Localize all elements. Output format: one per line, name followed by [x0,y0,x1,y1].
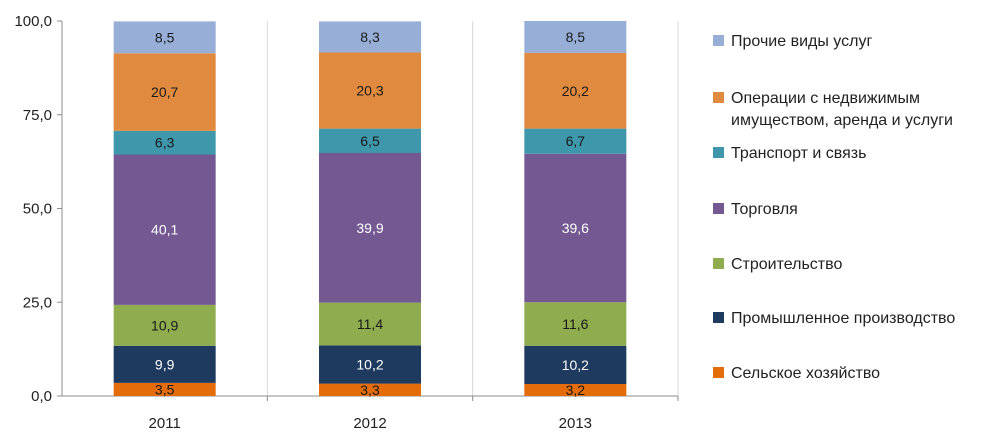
bar-segment [319,52,421,129]
legend-swatch [713,312,724,323]
legend-label-line: имуществом, аренда и услуги [731,112,953,129]
data-label: 10,2 [356,357,383,373]
y-tick-label: 25,0 [23,294,52,311]
data-label: 20,3 [356,83,383,99]
data-label: 39,9 [356,220,383,236]
data-label: 6,7 [566,133,586,149]
data-label: 8,5 [566,29,586,45]
bar-segment [319,383,421,396]
legend-label: Прочие виды услуг [731,33,872,50]
bar-segment [319,302,421,346]
bar-segment [319,128,421,153]
data-label: 10,2 [562,357,589,373]
data-label: 20,7 [151,84,178,100]
data-label: 11,4 [357,316,383,332]
data-label: 6,3 [155,135,175,151]
x-tick-label: 2011 [149,415,181,432]
bar-segment [113,345,216,383]
x-tick-label: 2013 [559,415,592,432]
bar-segment [524,153,627,303]
bar-segment [319,153,421,303]
data-label: 40,1 [151,222,178,238]
data-label: 20,2 [562,83,589,99]
data-label: 8,3 [360,29,380,45]
bar-segment [113,21,216,54]
data-label: 6,5 [360,133,380,149]
legend-label: Строительство [731,256,842,273]
legend-swatch [713,258,724,269]
bar-segment [113,154,216,305]
y-tick-label: 50,0 [23,201,52,218]
x-tick-label: 2012 [353,415,386,432]
legend-label: Сельское хозяйство [731,365,880,382]
data-label: 8,5 [155,29,175,45]
legend-swatch [713,203,724,214]
bar-segment [524,52,627,129]
legend-label: Транспорт и связь [731,145,866,162]
bar-segment [524,128,627,154]
data-label: 10,9 [151,317,178,333]
data-label: 3,5 [155,381,175,397]
bar-segment [319,345,421,384]
bar-segment [524,21,627,53]
bar-segment [524,345,627,384]
bar-segment [319,21,421,53]
legend-label: Торговля [731,201,798,218]
legend-swatch [713,35,724,46]
legend-swatch [713,92,724,103]
legend-swatch [713,147,724,158]
data-label: 11,6 [562,316,588,332]
bar-segment [524,384,627,396]
y-tick-label: 0,0 [31,388,52,405]
y-tick-label: 100,0 [14,13,52,30]
data-label: 9,9 [155,356,175,372]
data-label: 39,6 [562,220,589,236]
data-label: 3,3 [360,382,380,398]
legend-label: Промышленное производство [731,310,955,327]
bar-segment [113,382,216,396]
legend-label: Операции с недвижимым имуществом, аренда … [731,90,953,129]
bar-segment [113,304,216,346]
bar-segment [113,53,216,131]
data-label: 3,2 [566,382,586,398]
legend-label-line: Операции с недвижимым [731,90,920,107]
bar-segment [524,302,627,346]
y-tick-label: 75,0 [23,107,52,124]
bar-segment [113,130,216,155]
legend-swatch [713,367,724,378]
